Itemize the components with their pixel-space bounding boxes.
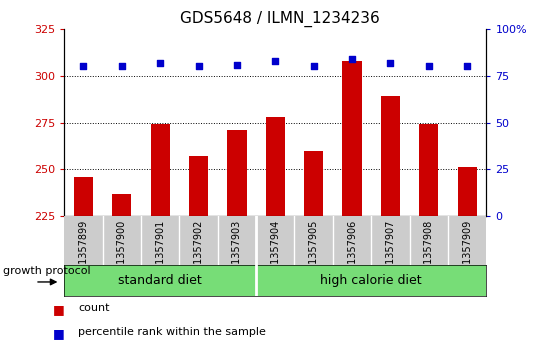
Text: GSM1357903: GSM1357903 [232,220,242,285]
Point [271,58,280,64]
Text: ■: ■ [53,327,65,340]
Bar [381,96,400,216]
Point [194,64,203,69]
Text: count: count [78,303,110,313]
Bar [112,193,131,216]
Text: GSM1357899: GSM1357899 [78,220,88,285]
Text: GDS5648 / ILMN_1234236: GDS5648 / ILMN_1234236 [179,11,380,27]
Text: growth protocol: growth protocol [3,266,91,276]
Bar [419,125,438,216]
Bar [266,117,285,216]
Point [309,64,318,69]
Bar [343,61,362,216]
Bar [150,125,170,216]
Point [117,64,126,69]
Bar [458,167,477,216]
Text: GSM1357908: GSM1357908 [424,220,434,285]
Text: GSM1357900: GSM1357900 [117,220,127,285]
Text: percentile rank within the sample: percentile rank within the sample [78,327,266,337]
Bar [189,156,208,216]
Text: GSM1357902: GSM1357902 [193,220,203,285]
Text: standard diet: standard diet [119,274,202,287]
Point [348,56,357,62]
Text: GSM1357907: GSM1357907 [385,220,395,285]
Point [79,64,88,69]
Text: GSM1357901: GSM1357901 [155,220,165,285]
Text: GSM1357906: GSM1357906 [347,220,357,285]
Text: GSM1357904: GSM1357904 [271,220,280,285]
Point [424,64,433,69]
Point [463,64,472,69]
Text: high calorie diet: high calorie diet [320,274,422,287]
Text: GSM1357909: GSM1357909 [462,220,472,285]
Point [386,60,395,66]
Point [156,60,165,66]
Text: GSM1357905: GSM1357905 [309,220,319,285]
Bar [304,151,323,216]
Bar [228,130,247,216]
Point [233,62,241,68]
Bar [74,177,93,216]
Text: ■: ■ [53,303,65,316]
